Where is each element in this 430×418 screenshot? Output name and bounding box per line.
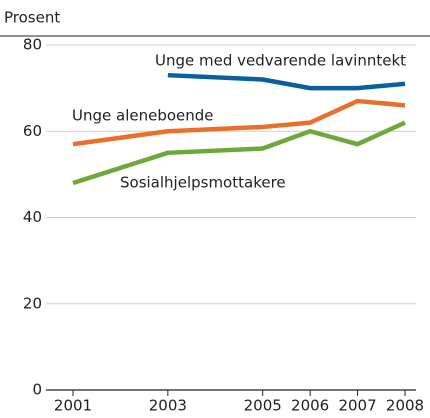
y-tick-label: 80 <box>23 36 42 54</box>
y-tick-label: 0 <box>32 381 42 399</box>
x-tick-label: 2006 <box>291 397 329 415</box>
x-tick-label: 2007 <box>338 397 376 415</box>
x-tick-label: 2003 <box>149 397 187 415</box>
series-label: Unge aleneboende <box>72 107 214 125</box>
series-label: Unge med vedvarende lavinntekt <box>155 52 406 70</box>
x-tick-label: 2001 <box>54 397 92 415</box>
series-line <box>72 120 406 186</box>
series-line <box>167 72 406 91</box>
x-tick-label: 2008 <box>386 397 424 415</box>
y-tick-label: 60 <box>23 122 42 140</box>
y-axis-label: Prosent <box>4 9 60 27</box>
y-tick-label: 40 <box>23 208 42 226</box>
series-line <box>72 98 406 147</box>
y-tick-label: 20 <box>23 294 42 312</box>
series-label: Sosialhjelpsmottakere <box>120 174 286 192</box>
x-tick-label: 2005 <box>244 397 282 415</box>
